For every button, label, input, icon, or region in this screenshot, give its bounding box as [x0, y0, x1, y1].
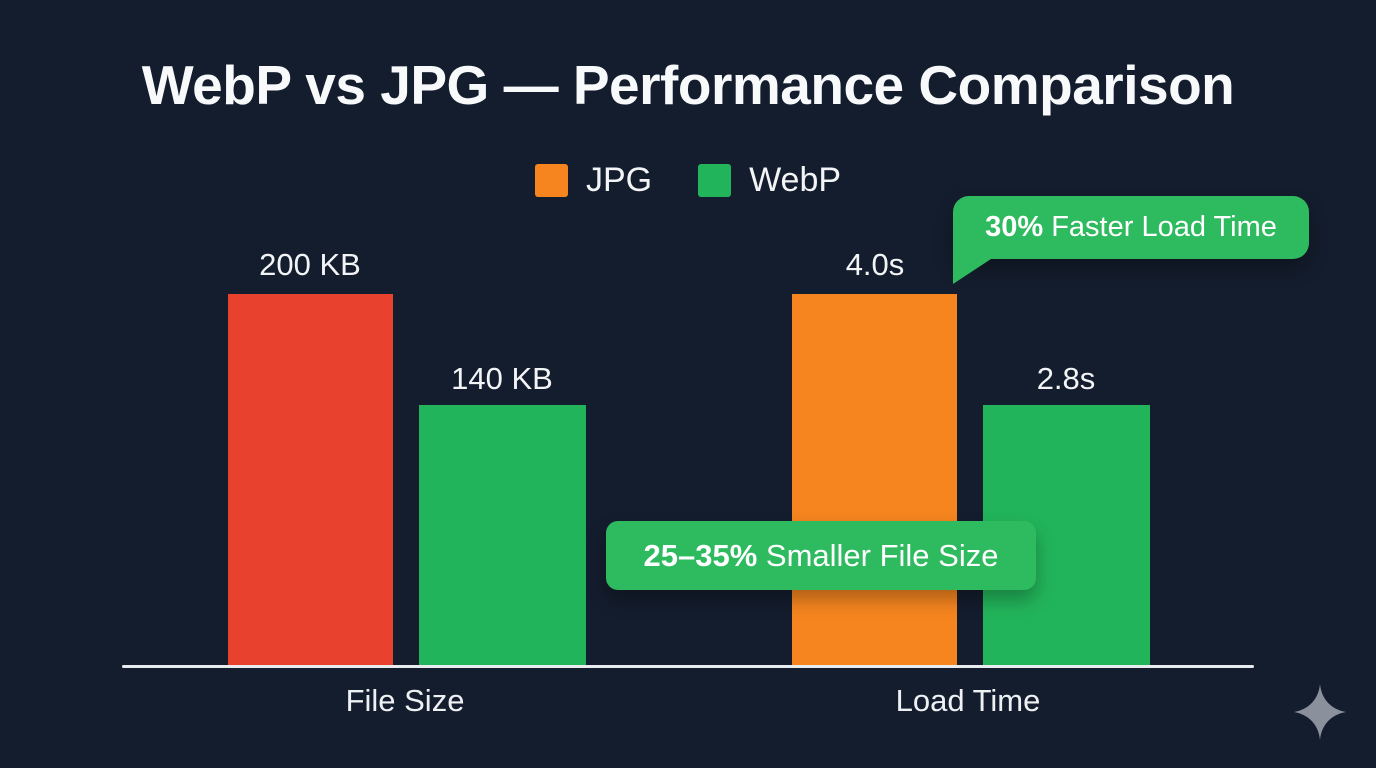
bar-webp-file-size	[419, 405, 586, 665]
value-label-jpg-load-time: 4.0s	[845, 247, 905, 282]
speech-bubble-tail	[953, 259, 991, 284]
callout-smaller-file-size: 25–35% Smaller File Size	[606, 521, 1036, 590]
bar-jpg-load-time	[792, 294, 957, 665]
legend-label-webp: WebP	[749, 161, 842, 199]
legend-label-jpg: JPG	[585, 161, 653, 199]
callout-bold-text: 25–35% Smaller File Size	[643, 537, 999, 573]
webp-color-swatch	[698, 164, 732, 197]
value-label-jpg-file-size: 200 KB	[259, 247, 361, 282]
jpg-color-swatch	[534, 164, 568, 197]
category-label-file-size: File Size	[345, 683, 465, 718]
callout-bold-text: 30% Faster Load Time	[985, 211, 1277, 243]
category-label-load-time: Load Time	[895, 683, 1041, 718]
value-label-webp-file-size: 140 KB	[451, 361, 553, 396]
callout-faster-load-time: 30% Faster Load Time	[953, 196, 1309, 284]
legend-item-webp: WebP	[698, 161, 841, 200]
legend-item-jpg: JPG	[534, 161, 653, 200]
bar-jpg-file-size	[228, 294, 393, 665]
sparkle-icon	[1294, 684, 1346, 740]
legend: JPG WebP	[0, 161, 1376, 200]
x-axis-line	[122, 665, 1254, 668]
value-label-webp-load-time: 2.8s	[1036, 361, 1096, 396]
page-title: WebP vs JPG — Performance Comparison	[141, 54, 1235, 116]
